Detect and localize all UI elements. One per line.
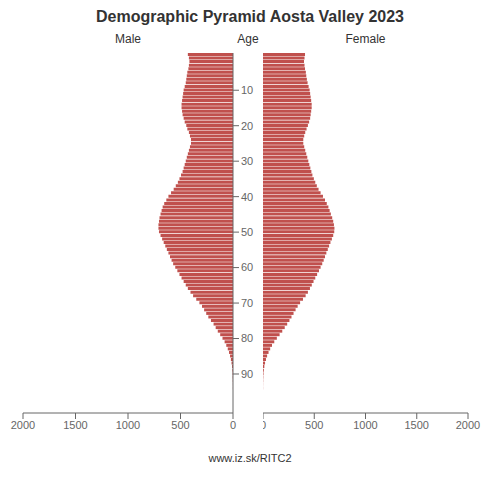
svg-text:1000: 1000 (353, 419, 377, 431)
svg-text:1000: 1000 (116, 419, 140, 431)
svg-text:1500: 1500 (405, 419, 429, 431)
svg-text:0: 0 (263, 419, 266, 431)
html-text:www.iz.sk/RITC2: www.iz.sk/RITC2 (208, 452, 292, 464)
svg-text:70: 70 (241, 297, 253, 309)
svg-text:80: 80 (241, 332, 253, 344)
svg-text:60: 60 (241, 261, 253, 273)
svg-text:90: 90 (241, 368, 253, 380)
svg-text:2000: 2000 (11, 419, 35, 431)
html-text:Female: Female (345, 32, 386, 46)
svg-text:30: 30 (241, 155, 253, 167)
svg-text:0: 0 (230, 419, 236, 431)
svg-text:500: 500 (305, 419, 323, 431)
svg-text:2000: 2000 (456, 419, 480, 431)
svg-text:20: 20 (241, 120, 253, 132)
html-text:Demographic Pyramid Aosta Vall: Demographic Pyramid Aosta Valley 2023 (96, 8, 404, 25)
svg-text:50: 50 (241, 226, 253, 238)
svg-text:1500: 1500 (63, 419, 87, 431)
html-text:Age: Age (237, 32, 259, 46)
svg-text:500: 500 (171, 419, 189, 431)
html-text:Male: Male (115, 32, 141, 46)
svg-text:10: 10 (241, 84, 253, 96)
svg-text:40: 40 (241, 191, 253, 203)
